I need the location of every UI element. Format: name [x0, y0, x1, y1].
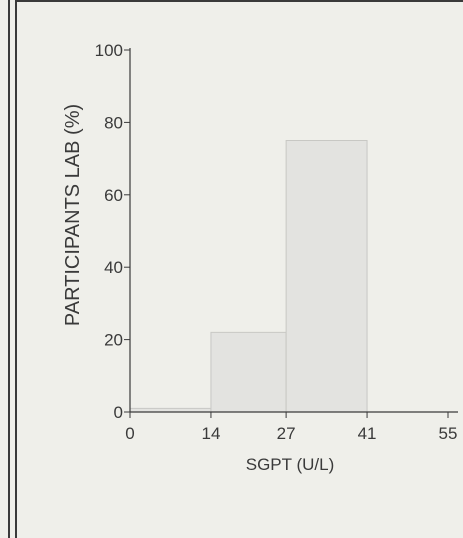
ticks-group: 0 20 40 60 80 100 0 14 27 41 55 [95, 41, 458, 443]
y-tick-label-4: 80 [104, 113, 123, 132]
bar-2 [285, 140, 368, 413]
y-tick-label-5: 100 [95, 41, 123, 60]
y-axis-label: PARTICIPANTS LAB (%) [62, 104, 84, 326]
x-tick-label-4: 55 [439, 424, 458, 443]
y-tick-label-0: 0 [114, 403, 123, 422]
x-tick-label-2: 27 [277, 424, 296, 443]
x-tick-label-3: 41 [358, 424, 377, 443]
inner-frame-line [15, 0, 17, 538]
bars-group [129, 140, 368, 413]
x-tick-label-1: 14 [201, 424, 220, 443]
x-axis-label: SGPT (U/L) [246, 455, 334, 474]
top-frame-line [15, 0, 463, 2]
left-frame-line [8, 0, 10, 538]
y-tick-label-2: 40 [104, 258, 123, 277]
bar-1 [210, 331, 287, 413]
axes-group [129, 48, 458, 413]
y-tick-label-1: 20 [104, 331, 123, 350]
x-tick-label-0: 0 [125, 424, 134, 443]
y-tick-label-3: 60 [104, 186, 123, 205]
